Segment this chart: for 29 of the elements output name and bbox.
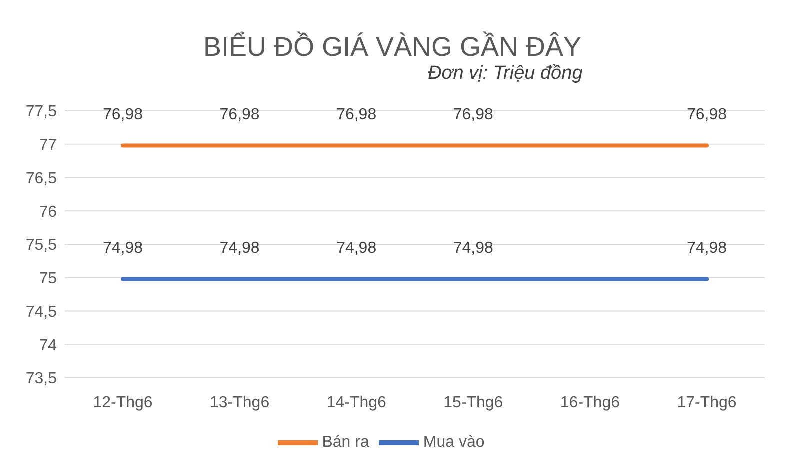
y-tick-label: 75,5 xyxy=(26,237,58,254)
data-label: 74,98 xyxy=(336,240,377,258)
y-tick-label: 73,5 xyxy=(26,370,58,388)
y-tick-label: 77,5 xyxy=(26,104,58,121)
data-label: 74,98 xyxy=(686,240,728,258)
data-label: 76,98 xyxy=(336,106,377,124)
data-label: 76,98 xyxy=(102,106,144,124)
x-tick-label: 15-Thg6 xyxy=(444,394,504,412)
data-label: 74,98 xyxy=(102,240,144,258)
y-tick-label: 76 xyxy=(39,204,58,221)
x-tick-label: 13-Thg6 xyxy=(210,394,270,412)
x-tick-label: 14-Thg6 xyxy=(326,394,386,412)
chart-subtitle: Đơn vị: Triệu đồng xyxy=(427,63,584,86)
y-tick-label: 74,5 xyxy=(26,304,58,321)
data-label: 74,98 xyxy=(453,240,494,258)
y-tick-label: 76,5 xyxy=(26,170,58,188)
y-tick-label: 74 xyxy=(39,337,58,354)
y-tick-label: 77 xyxy=(39,137,58,154)
x-tick-label: 12-Thg6 xyxy=(93,394,153,412)
data-label: 76,98 xyxy=(686,106,728,124)
data-label: 74,98 xyxy=(220,240,260,258)
legend-label: Mua vào xyxy=(423,434,485,452)
chart-title: BIỂU ĐỒ GIÁ VÀNG GẦN ĐÂY xyxy=(202,30,583,63)
x-tick-label: 16-Thg6 xyxy=(560,394,620,412)
data-label: 76,98 xyxy=(453,106,494,124)
x-tick-label: 17-Thg6 xyxy=(677,394,737,412)
legend-label: Bán ra xyxy=(322,434,370,452)
data-label: 76,98 xyxy=(220,106,260,124)
y-tick-label: 75 xyxy=(39,270,58,288)
